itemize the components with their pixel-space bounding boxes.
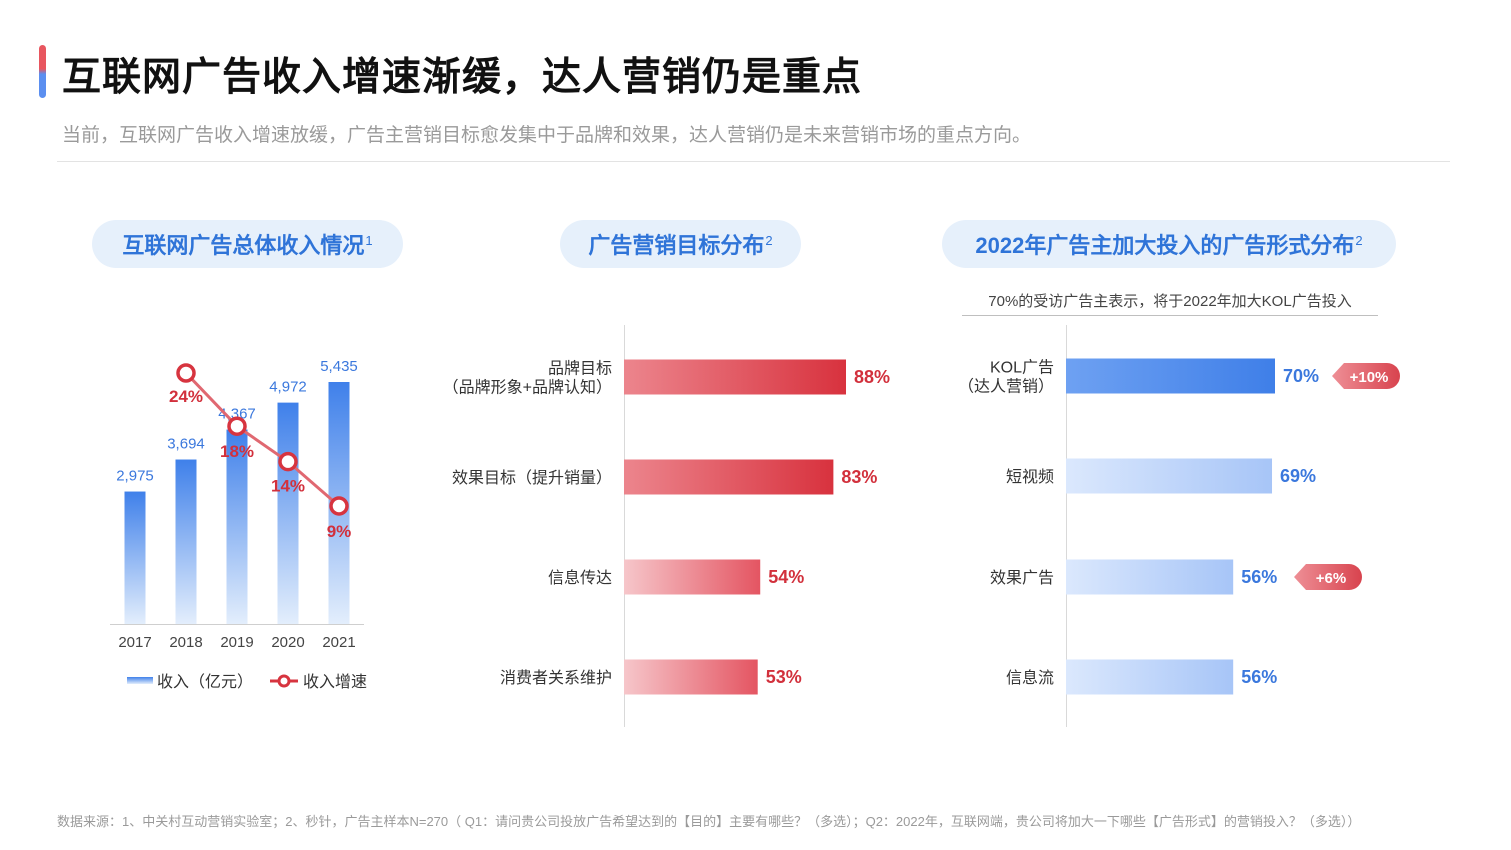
growth-point [176, 363, 196, 383]
header-divider [57, 161, 1450, 162]
revenue-x-tick: 2018 [169, 634, 202, 651]
goals-bar [624, 659, 758, 695]
kol-note-underline [962, 315, 1378, 316]
growth-label: 18% [220, 442, 254, 461]
goals-chart: 88% 品牌目标（品牌形象+品牌认知） 83% 效果目标（提升销量） 54% 信息传达 53… [443, 325, 890, 727]
legend-swatch-revenue [127, 677, 153, 684]
goals-category-label: 消费者关系维护 [500, 669, 612, 687]
revenue-bar-label: 3,694 [167, 436, 205, 453]
growth-point [227, 416, 247, 436]
growth-line [184, 371, 340, 508]
formats-chart: 70% KOL广告（达人营销） +10% 69% 短视频 56% 效果广告 +6% 56% 信息流 [958, 325, 1400, 727]
revenue-bar [226, 429, 248, 624]
source-footnote: 数据来源：1、中关村互动营销实验室；2、秒针，广告主样本N=270（ Q1：请问… [57, 814, 1361, 829]
revenue-chart: 2,97520173,69420184,36720194,97220205,43… [110, 358, 367, 691]
formats-category-label: （达人营销） [958, 378, 1054, 396]
title-accent-bar [39, 45, 46, 98]
formats-bar-label: 56% [1241, 567, 1277, 587]
revenue-bar [124, 491, 146, 624]
growth-badge-label: +10% [1350, 369, 1389, 386]
formats-category-label: 效果广告 [990, 569, 1054, 587]
formats-category-label: 短视频 [1006, 468, 1054, 486]
panel-title-goals: 广告营销目标分布 2 [560, 220, 801, 268]
goals-bar-label: 53% [766, 667, 802, 687]
goals-bar-label: 83% [841, 467, 877, 487]
growth-badge-shape [1294, 564, 1362, 590]
formats-bar [1066, 559, 1234, 595]
formats-bar [1066, 358, 1275, 394]
growth-label: 9% [327, 522, 352, 541]
goals-bar-label: 88% [854, 367, 890, 387]
revenue-bar-label: 4,972 [269, 379, 307, 396]
growth-label: 14% [271, 477, 305, 496]
panel-title-revenue-footnote-ref: 1 [365, 232, 373, 248]
formats-category-label: 信息流 [1006, 669, 1054, 687]
kol-note: 70%的受访广告主表示，将于2022年加大KOL广告投入 [988, 293, 1352, 310]
formats-growth-badge: +10% [1332, 363, 1400, 389]
legend-label-revenue: 收入（亿元） [157, 673, 253, 691]
growth-badge-shape [1332, 363, 1400, 389]
formats-bar [1066, 458, 1273, 494]
goals-category-label: （品牌形象+品牌认知） [443, 379, 612, 397]
legend-label-growth: 收入增速 [303, 673, 367, 691]
panel-title-goals-text: 广告营销目标分布 [588, 233, 765, 258]
revenue-bar [175, 459, 197, 624]
formats-category-label: KOL广告 [990, 359, 1054, 377]
goals-bar [624, 359, 846, 395]
growth-point [278, 451, 298, 472]
revenue-bar [277, 402, 299, 624]
goals-bar [624, 559, 761, 595]
revenue-x-tick: 2017 [118, 634, 151, 651]
page-subtitle: 当前，互联网广告收入增速放缓，广告主营销目标愈发集中于品牌和效果，达人营销仍是未… [62, 125, 1032, 146]
growth-point [329, 496, 349, 516]
goals-category-label: 效果目标（提升销量） [452, 469, 612, 487]
formats-bar-label: 70% [1283, 366, 1319, 386]
panel-title-revenue-text: 互联网广告总体收入情况 [122, 233, 365, 258]
growth-badge-label: +6% [1316, 570, 1346, 587]
formats-growth-badge: +6% [1294, 564, 1362, 590]
panel-title-revenue: 互联网广告总体收入情况 1 [92, 220, 403, 268]
formats-bar-label: 56% [1241, 667, 1277, 687]
goals-category-label: 品牌目标 [548, 360, 612, 378]
revenue-x-tick: 2020 [271, 634, 304, 651]
formats-bar-label: 69% [1280, 466, 1316, 486]
legend-swatch-growth-point [277, 674, 291, 688]
revenue-bar-label: 5,435 [320, 358, 358, 375]
panel-title-formats-footnote-ref: 2 [1355, 232, 1363, 248]
revenue-x-tick: 2021 [322, 634, 355, 651]
panel-title-goals-footnote-ref: 2 [765, 232, 773, 248]
goals-bar-label: 54% [768, 567, 804, 587]
revenue-x-tick: 2019 [220, 634, 253, 651]
formats-bar [1066, 659, 1234, 695]
panel-title-formats-text: 2022年广告主加大投入的广告形式分布 [975, 233, 1355, 258]
growth-label: 24% [169, 387, 203, 406]
panel-title-formats: 2022年广告主加大投入的广告形式分布 2 [942, 220, 1396, 268]
page-title: 互联网广告收入增速渐缓，达人营销仍是重点 [62, 56, 863, 99]
goals-bar [624, 459, 834, 495]
revenue-bar-label: 2,975 [116, 468, 154, 485]
goals-category-label: 信息传达 [548, 569, 612, 587]
